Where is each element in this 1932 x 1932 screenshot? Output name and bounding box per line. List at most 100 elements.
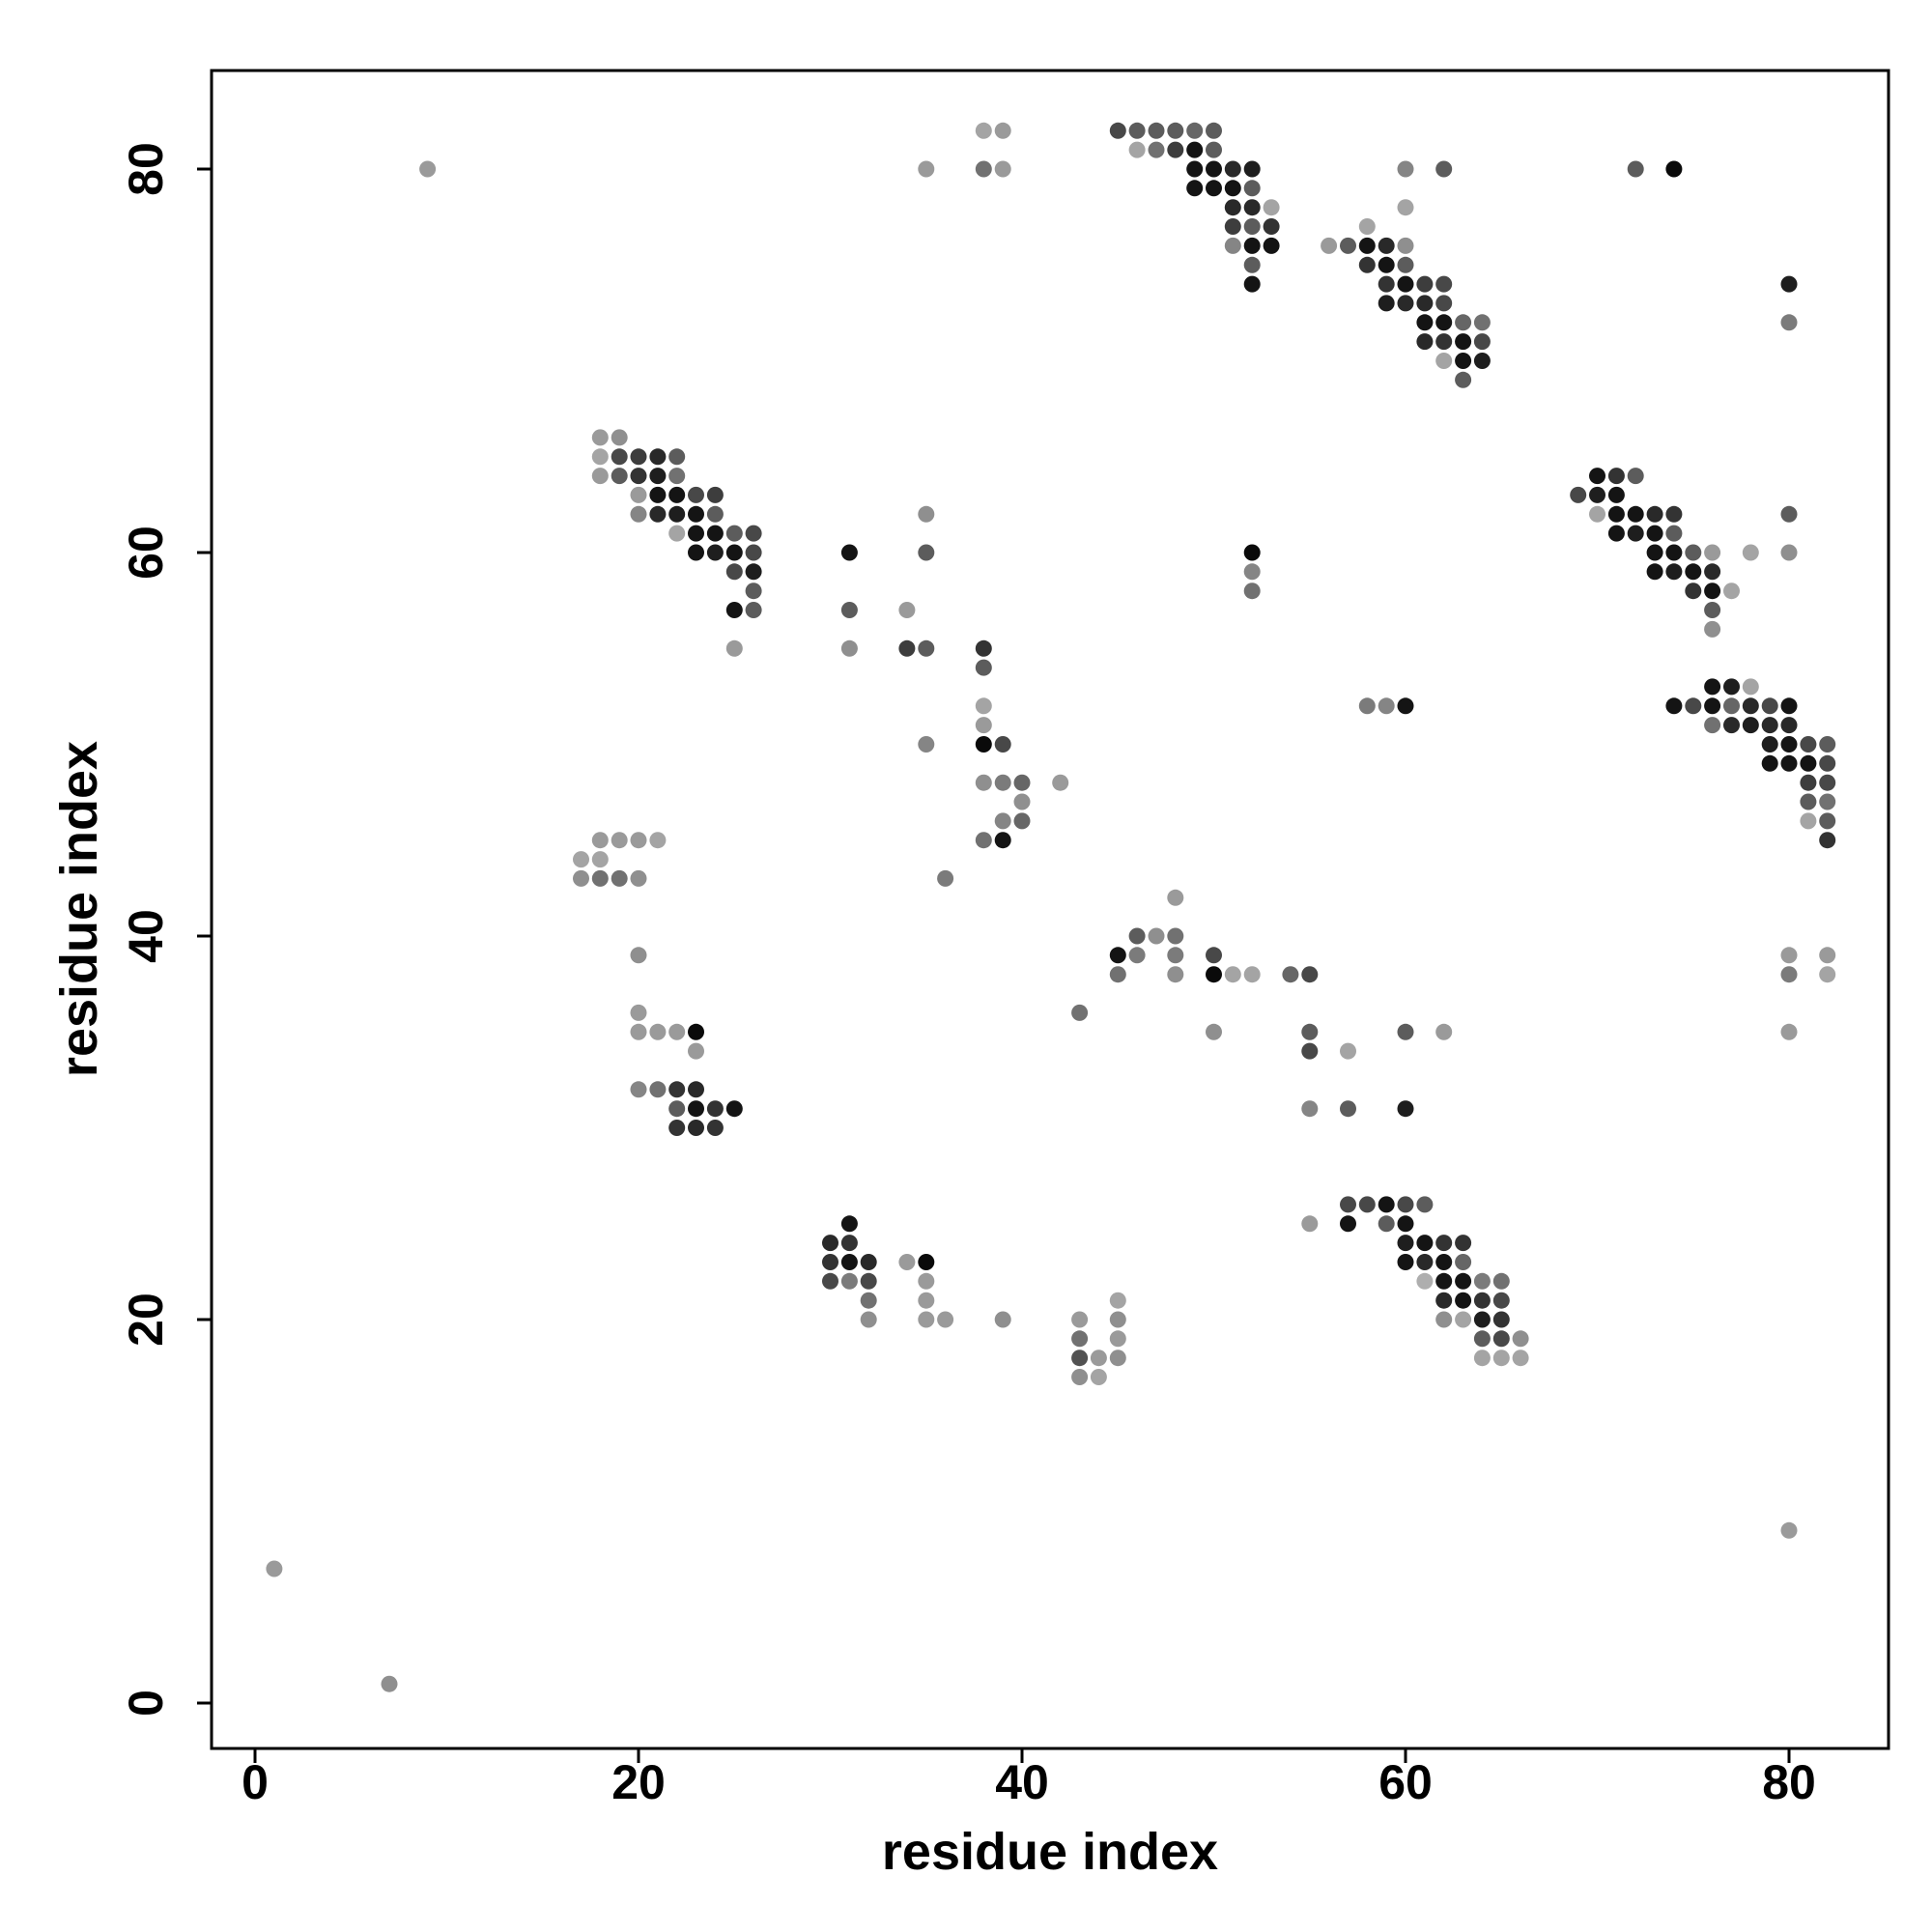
contact-point-151 — [1243, 256, 1261, 273]
contact-point-56 — [706, 525, 724, 542]
contact-point-200 — [1167, 927, 1184, 945]
contact-point-203 — [1206, 947, 1222, 964]
contact-point-41 — [649, 448, 667, 466]
contact-point-324 — [1819, 966, 1836, 983]
contact-point-312 — [1800, 793, 1817, 810]
contact-point-297 — [1723, 717, 1740, 734]
contact-point-305 — [1780, 697, 1798, 715]
contact-point-275 — [1665, 563, 1683, 581]
contact-point-12 — [649, 832, 667, 849]
contact-point-162 — [1378, 256, 1395, 273]
contact-point-48 — [668, 505, 686, 523]
contact-point-104 — [918, 736, 935, 753]
contact-point-273 — [1665, 525, 1683, 542]
contact-point-66 — [745, 582, 762, 600]
contact-point-254 — [1512, 1350, 1529, 1367]
contact-point-214 — [1340, 1100, 1356, 1118]
contact-point-259 — [1607, 468, 1625, 485]
contact-point-189 — [1243, 563, 1261, 581]
contact-point-69 — [822, 1254, 838, 1270]
contact-point-90 — [1090, 1350, 1107, 1367]
contact-point-36 — [611, 468, 628, 485]
contact-point-146 — [1243, 160, 1261, 178]
y-tick-label-2: 40 — [119, 909, 173, 963]
contact-point-209 — [1301, 966, 1319, 983]
contact-point-202 — [1167, 966, 1184, 983]
contact-point-35 — [611, 448, 628, 466]
contact-point-152 — [1243, 275, 1261, 293]
contact-point-93 — [1109, 1311, 1126, 1328]
contact-point-274 — [1665, 544, 1683, 561]
contact-point-183 — [1455, 353, 1472, 369]
contact-point-289 — [1780, 314, 1798, 331]
contact-point-144 — [1224, 218, 1241, 235]
contact-point-184 — [1455, 371, 1472, 388]
contact-point-266 — [1627, 525, 1644, 542]
contact-point-287 — [1780, 544, 1798, 561]
contact-point-170 — [1397, 295, 1414, 312]
contact-point-82 — [918, 1292, 935, 1309]
contact-point-32 — [591, 448, 609, 466]
contact-point-295 — [1723, 678, 1740, 696]
contact-point-8 — [611, 832, 628, 849]
contact-point-60 — [725, 563, 743, 581]
contact-point-44 — [649, 505, 667, 523]
contact-point-282 — [1704, 602, 1721, 618]
contact-point-308 — [1780, 754, 1798, 772]
contact-point-231 — [1416, 1254, 1434, 1270]
contact-point-322 — [1780, 1023, 1798, 1040]
contact-point-53 — [688, 544, 704, 561]
contact-point-59 — [725, 544, 743, 561]
contact-point-40 — [630, 505, 647, 523]
contact-point-52 — [688, 525, 704, 542]
contact-point-246 — [1473, 1330, 1491, 1348]
contact-point-299 — [1742, 697, 1759, 715]
contact-point-217 — [1435, 1023, 1453, 1040]
contact-point-13 — [630, 947, 647, 964]
contact-point-269 — [1646, 544, 1663, 561]
contact-point-21 — [649, 1081, 667, 1098]
contact-point-143 — [1224, 199, 1241, 216]
contact-point-288 — [1780, 275, 1798, 293]
contact-point-6 — [591, 851, 609, 868]
contact-point-168 — [1397, 256, 1414, 273]
contact-point-238 — [1455, 1235, 1472, 1252]
contact-point-268 — [1646, 525, 1663, 542]
contact-point-171 — [1416, 275, 1434, 293]
contact-point-298 — [1742, 678, 1759, 696]
contact-point-255 — [1570, 486, 1587, 503]
contact-point-208 — [1282, 966, 1299, 983]
contact-point-325 — [1780, 1521, 1798, 1539]
contact-point-233 — [1435, 1235, 1453, 1252]
contact-point-191 — [1358, 697, 1376, 715]
contact-point-49 — [668, 525, 686, 542]
contact-point-174 — [1416, 333, 1434, 351]
contact-point-257 — [1589, 486, 1605, 503]
contact-point-0 — [266, 1560, 283, 1577]
contact-point-318 — [1819, 812, 1836, 830]
contact-point-163 — [1378, 275, 1395, 293]
contact-point-76 — [860, 1272, 877, 1290]
contact-point-270 — [1646, 563, 1663, 581]
contact-point-294 — [1704, 717, 1721, 734]
contact-point-296 — [1723, 697, 1740, 715]
contact-point-158 — [1358, 218, 1376, 235]
contact-point-62 — [725, 639, 743, 657]
contact-point-94 — [1109, 1330, 1126, 1348]
contact-point-263 — [1627, 160, 1644, 178]
contact-point-126 — [1109, 122, 1126, 139]
contact-point-117 — [1013, 774, 1031, 791]
contact-point-27 — [725, 1100, 743, 1118]
contact-point-166 — [1397, 199, 1414, 216]
contact-point-239 — [1455, 1254, 1472, 1270]
contact-point-222 — [1358, 1196, 1376, 1213]
contact-point-216 — [1397, 1100, 1414, 1118]
contact-point-38 — [630, 468, 647, 485]
contact-point-70 — [822, 1272, 838, 1290]
contact-point-285 — [1742, 544, 1759, 561]
x-tick-label-0: 0 — [242, 1755, 269, 1809]
contact-point-187 — [1473, 353, 1491, 369]
contact-point-250 — [1492, 1311, 1510, 1328]
contact-point-252 — [1492, 1350, 1510, 1367]
contact-point-210 — [1301, 1023, 1319, 1040]
